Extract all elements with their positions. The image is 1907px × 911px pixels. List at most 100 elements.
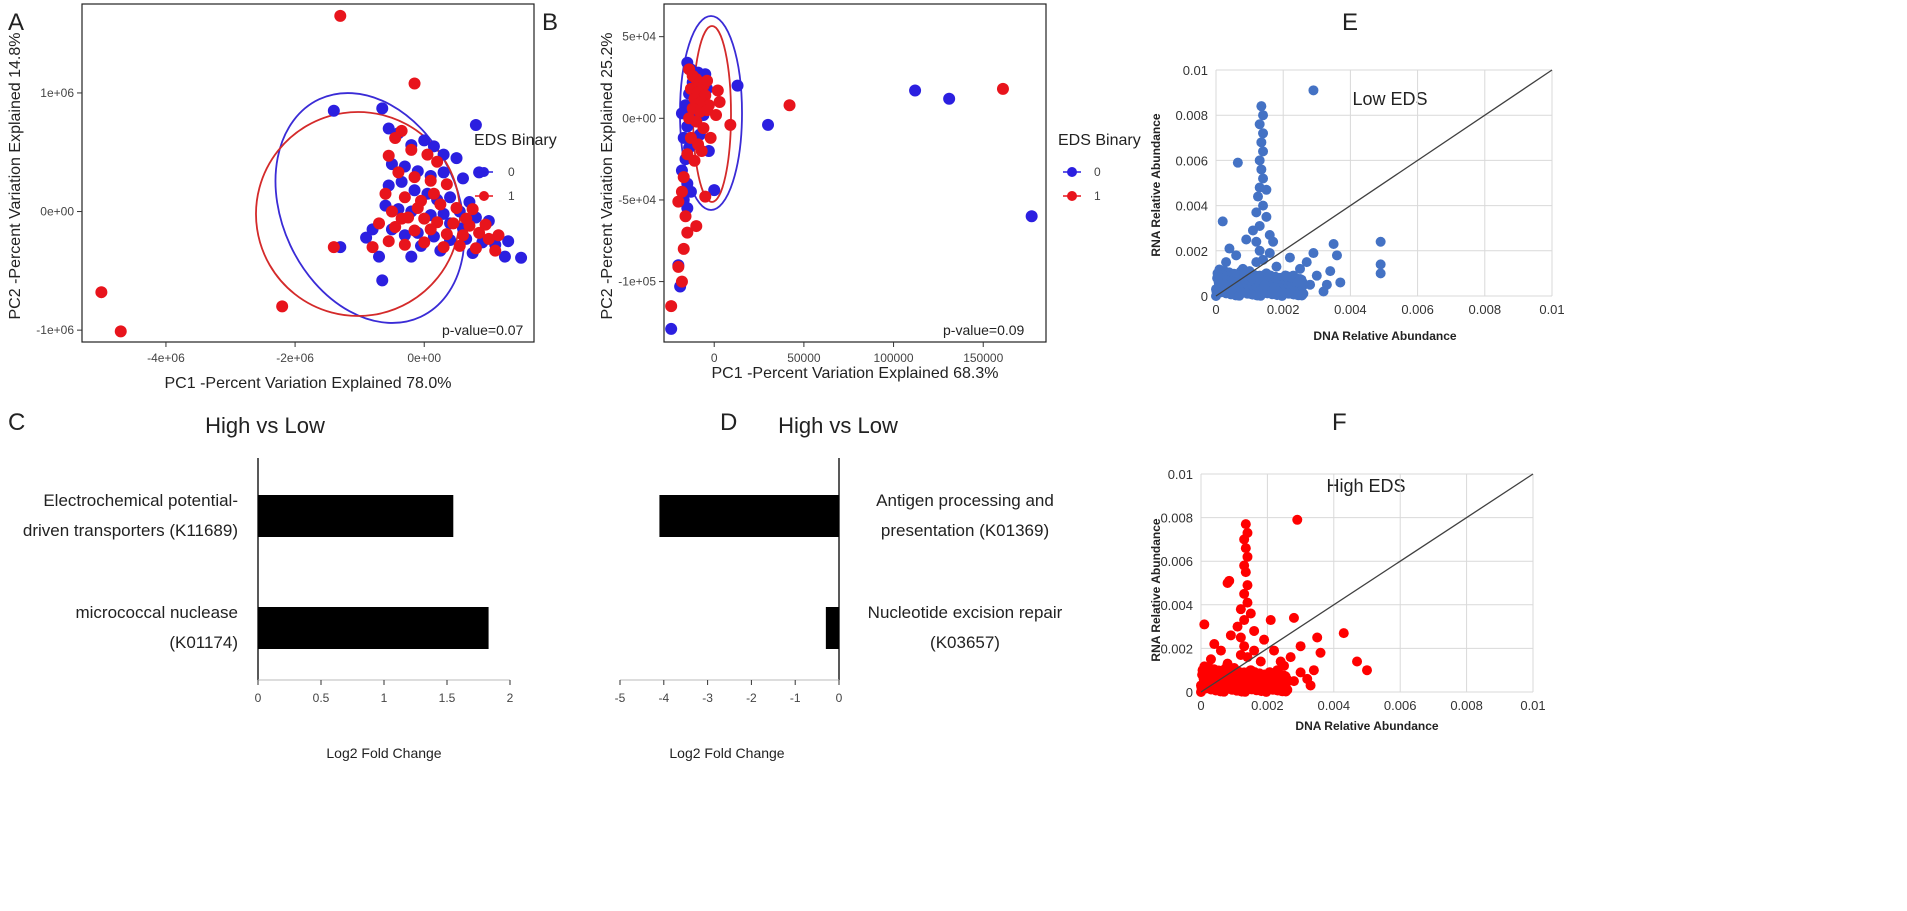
b-point-group-1	[724, 118, 737, 131]
b-point-group-1	[996, 82, 1009, 95]
panel-d-bar-chart: High vs Low -5 -4 -3 -2 -1 0 Antigen processi…	[615, 413, 1063, 761]
a-point-group-0	[502, 235, 515, 248]
b-point-group-0	[708, 184, 721, 197]
e-point	[1254, 245, 1265, 256]
panel-letter-f: F	[1332, 409, 1347, 436]
e-point	[1256, 164, 1267, 175]
b-point-group-1	[672, 195, 685, 208]
a-point-group-0	[373, 250, 386, 263]
e-point	[1254, 155, 1265, 166]
b-point-group-1	[704, 131, 717, 144]
e-point	[1261, 211, 1272, 222]
e-point	[1311, 270, 1322, 281]
b-point-group-0	[943, 92, 956, 105]
e-point	[1375, 236, 1386, 247]
e-point	[1258, 128, 1269, 139]
b-point-group-0	[909, 84, 922, 97]
b-point-group-1	[697, 122, 710, 135]
a-point-group-0	[360, 231, 373, 244]
panel-f-reference-line	[1200, 473, 1534, 693]
a-point-group-1	[405, 143, 418, 156]
a-point-group-1	[395, 212, 408, 225]
e-point	[1328, 239, 1339, 250]
f-point	[1219, 686, 1230, 697]
panel-a-plot-frame	[81, 3, 535, 343]
panel-a-legend-title: EDS Binary	[474, 132, 557, 149]
e-point	[1375, 268, 1386, 279]
e-point	[1251, 236, 1262, 247]
a-point-group-1	[418, 236, 431, 249]
a-point-group-1	[440, 178, 453, 191]
a-point-group-0	[408, 184, 421, 197]
f-point	[1312, 632, 1323, 643]
e-point	[1335, 277, 1346, 288]
d-bar-1	[659, 495, 839, 537]
panel-b-legend-title: EDS Binary	[1058, 132, 1141, 149]
e-point	[1295, 263, 1305, 274]
a-point-group-0	[398, 229, 411, 242]
b-point-group-1	[677, 171, 690, 184]
a-point-group-1	[437, 241, 450, 254]
c-bar-1	[258, 495, 454, 537]
f-point	[1231, 669, 1242, 680]
a-point-group-1	[327, 241, 340, 254]
b-point-group-0	[762, 118, 775, 131]
panel-a-y-label: PC2 -Percent Variation Explained 14.8%	[7, 33, 24, 320]
a-point-group-1	[366, 241, 379, 254]
panel-a-pca-scatter: -4e+06 -2e+06 0e+00 -1e+06 0e+00 1e+06 p-valu…	[7, 3, 557, 392]
panel-e-reference-line	[1215, 69, 1553, 297]
f-point	[1242, 551, 1253, 562]
b-point-group-1	[675, 275, 688, 288]
panel-e-scatter: Low EDS 0 0.002 0.004 0.006 0.008 0.01 0 0.002 0…	[1149, 63, 1565, 343]
f-point	[1362, 665, 1372, 676]
e-point	[1258, 146, 1269, 157]
a-y-tick-label: 0e+00	[40, 205, 74, 219]
panel-a-legend-label-0: 0	[508, 165, 515, 179]
a-point-group-1	[408, 224, 421, 237]
a-point-group-1	[382, 149, 395, 162]
a-point-group-1	[424, 223, 437, 236]
f-point	[1315, 647, 1326, 658]
f-point	[1269, 645, 1280, 656]
e-point	[1259, 280, 1270, 291]
panel-letter-d: D	[720, 409, 737, 436]
a-point-group-0	[382, 122, 395, 135]
a-point-group-1	[389, 220, 402, 233]
a-point-group-0	[450, 152, 463, 165]
panel-b-pca-scatter: 0 50000 100000 150000 -1e+05 -5e+04 0e+00 5e+04…	[599, 3, 1141, 382]
b-point-group-1	[672, 260, 685, 273]
a-y-tick-label: -1e+06	[36, 323, 74, 337]
f-point	[1249, 625, 1260, 636]
a-point-group-1	[334, 9, 347, 22]
panel-a-ellipse-group-1	[255, 111, 461, 317]
c-bar-2	[258, 607, 489, 649]
a-point-group-1	[421, 148, 434, 161]
e-y-tick-label: 0.01	[1183, 63, 1208, 78]
f-point	[1242, 580, 1253, 591]
a-point-group-1	[440, 228, 453, 241]
panel-b-legend-label-0: 0	[1094, 165, 1101, 179]
f-point	[1265, 615, 1276, 626]
f-x-tick-label: 0.008	[1450, 698, 1483, 713]
a-point-group-0	[395, 175, 408, 188]
e-point	[1241, 234, 1252, 245]
b-point-group-1	[783, 99, 796, 112]
panel-b-pvalue: p-value=0.09	[943, 322, 1025, 338]
f-y-tick-label: 0	[1186, 685, 1193, 700]
b-point-group-1	[699, 190, 712, 203]
b-point-group-1	[701, 74, 714, 87]
f-point	[1245, 608, 1256, 619]
b-point-group-1	[710, 109, 723, 122]
a-point-group-1	[411, 201, 424, 214]
a-point-group-1	[373, 217, 386, 230]
f-point	[1239, 615, 1250, 626]
a-point-group-1	[489, 244, 502, 257]
f-point	[1255, 656, 1266, 667]
a-point-group-1	[492, 229, 505, 242]
f-point	[1240, 519, 1251, 530]
b-y-tick-label: 0e+00	[622, 111, 656, 125]
f-point	[1209, 639, 1220, 650]
b-point-group-1	[679, 210, 692, 223]
f-point	[1242, 597, 1253, 608]
a-point-group-1	[424, 174, 437, 187]
